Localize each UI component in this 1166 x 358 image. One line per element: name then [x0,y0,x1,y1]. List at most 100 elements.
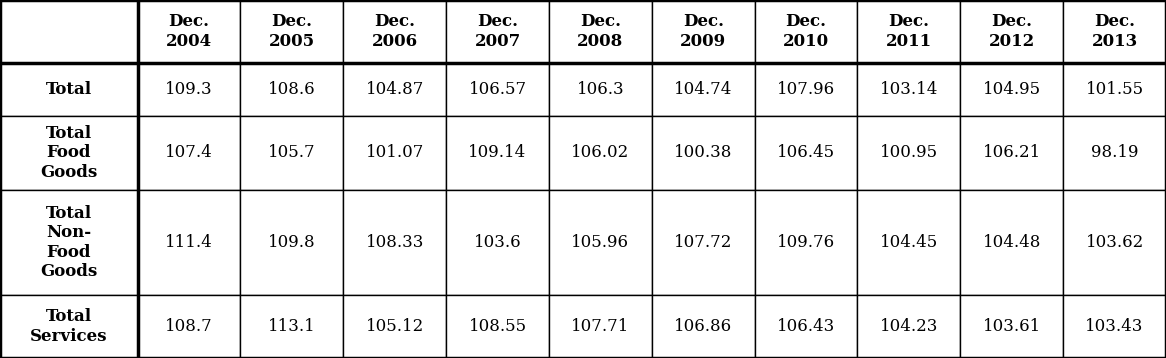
Text: Total: Total [45,81,92,98]
Bar [961,295,1063,358]
Bar [549,190,652,295]
Bar [652,116,754,190]
Text: 111.4: 111.4 [166,234,213,251]
Bar [240,63,343,116]
Bar [754,116,857,190]
Bar [240,116,343,190]
Text: 104.48: 104.48 [983,234,1041,251]
Bar [0,63,138,116]
Bar [754,63,857,116]
Text: Dec.
2005: Dec. 2005 [269,13,315,50]
Bar [0,116,138,190]
Text: 108.7: 108.7 [166,318,213,335]
Text: 103.14: 103.14 [879,81,939,98]
Bar [138,63,240,116]
Text: Dec.
2012: Dec. 2012 [989,13,1035,50]
Bar [549,0,652,63]
Text: Dec.
2011: Dec. 2011 [886,13,932,50]
Text: Dec.
2008: Dec. 2008 [577,13,624,50]
Bar [240,0,343,63]
Text: 109.14: 109.14 [469,144,527,161]
Bar [1063,295,1166,358]
Bar [343,116,447,190]
Bar [857,116,961,190]
Text: 113.1: 113.1 [268,318,316,335]
Bar [857,295,961,358]
Bar [961,0,1063,63]
Text: Dec.
2010: Dec. 2010 [784,13,829,50]
Text: 107.96: 107.96 [777,81,835,98]
Bar [447,295,549,358]
Bar [343,63,447,116]
Text: 100.95: 100.95 [880,144,937,161]
Bar [1063,116,1166,190]
Bar [240,190,343,295]
Text: 104.87: 104.87 [365,81,424,98]
Text: 104.45: 104.45 [880,234,937,251]
Text: 103.61: 103.61 [983,318,1041,335]
Bar [138,0,240,63]
Bar [138,190,240,295]
Text: 101.07: 101.07 [365,144,424,161]
Text: 103.43: 103.43 [1086,318,1144,335]
Text: 106.21: 106.21 [983,144,1041,161]
Text: 104.23: 104.23 [879,318,939,335]
Bar [652,295,754,358]
Text: 106.86: 106.86 [674,318,732,335]
Text: 106.02: 106.02 [571,144,630,161]
Bar [1063,63,1166,116]
Text: 104.95: 104.95 [983,81,1041,98]
Text: 106.43: 106.43 [777,318,835,335]
Bar [0,0,138,63]
Text: 106.3: 106.3 [576,81,624,98]
Text: 107.4: 107.4 [166,144,213,161]
Text: 101.55: 101.55 [1086,81,1144,98]
Bar [857,0,961,63]
Bar [961,63,1063,116]
Text: 108.55: 108.55 [469,318,527,335]
Text: 103.6: 103.6 [473,234,521,251]
Bar [857,63,961,116]
Bar [138,116,240,190]
Bar [1063,0,1166,63]
Text: 104.74: 104.74 [674,81,732,98]
Bar [0,190,138,295]
Text: 108.6: 108.6 [268,81,316,98]
Text: 106.45: 106.45 [777,144,835,161]
Bar [549,116,652,190]
Bar [447,63,549,116]
Bar [447,116,549,190]
Bar [652,0,754,63]
Bar [754,0,857,63]
Bar [447,190,549,295]
Text: 109.76: 109.76 [777,234,835,251]
Text: 105.12: 105.12 [366,318,423,335]
Bar [343,295,447,358]
Text: 109.3: 109.3 [166,81,213,98]
Text: Dec.
2007: Dec. 2007 [475,13,521,50]
Bar [0,295,138,358]
Text: 98.19: 98.19 [1091,144,1138,161]
Bar [138,295,240,358]
Text: Dec.
2009: Dec. 2009 [680,13,726,50]
Text: Dec.
2004: Dec. 2004 [166,13,212,50]
Bar [549,295,652,358]
Bar [447,0,549,63]
Bar [549,63,652,116]
Text: Dec.
2006: Dec. 2006 [372,13,417,50]
Bar [652,63,754,116]
Text: 107.72: 107.72 [674,234,732,251]
Bar [240,295,343,358]
Bar [1063,190,1166,295]
Text: Total
Non-
Food
Goods: Total Non- Food Goods [40,205,98,280]
Bar [343,0,447,63]
Bar [754,295,857,358]
Text: Total
Services: Total Services [30,308,107,345]
Text: 100.38: 100.38 [674,144,732,161]
Bar [961,190,1063,295]
Bar [857,190,961,295]
Text: 105.7: 105.7 [268,144,316,161]
Text: 105.96: 105.96 [571,234,630,251]
Text: 109.8: 109.8 [268,234,316,251]
Text: Total
Food
Goods: Total Food Goods [40,125,98,181]
